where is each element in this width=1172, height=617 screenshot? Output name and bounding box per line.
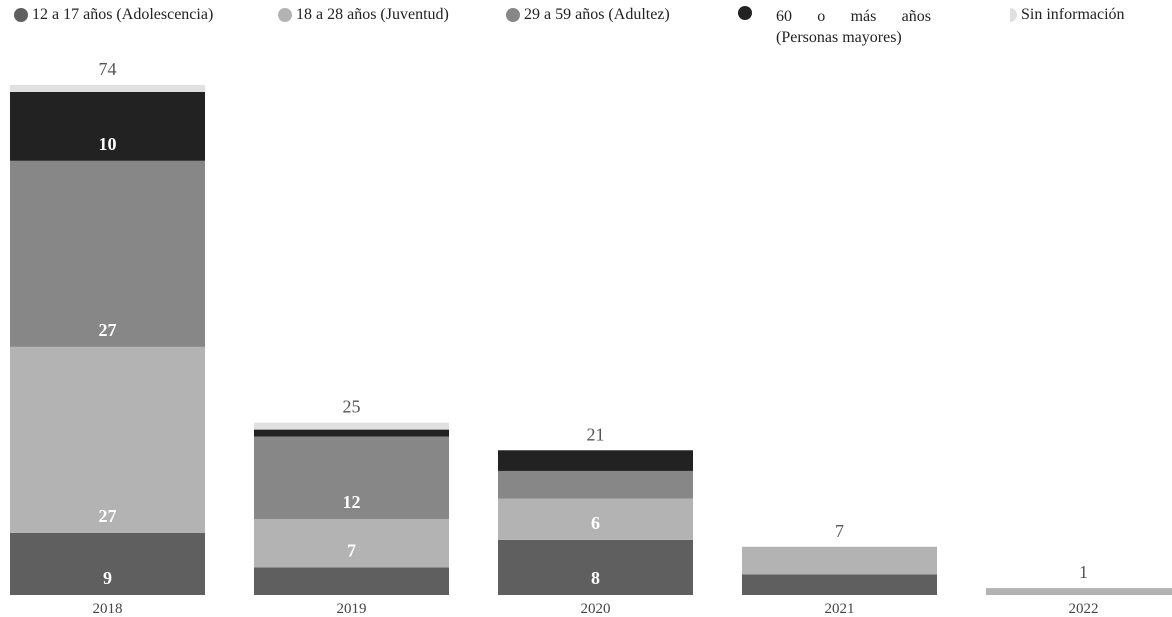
bar-segment-2019-18-a-28-anos-juventud xyxy=(254,519,449,568)
total-label-2021: 7 xyxy=(835,521,844,541)
total-label-2018: 74 xyxy=(99,59,117,79)
bar-segment-2019-60-o-mas-anos-personas-mayores xyxy=(254,429,449,437)
bar-segment-2019-29-a-59-anos-adultez xyxy=(254,436,449,520)
total-label-2019: 25 xyxy=(343,397,361,417)
data-label-2020-12-a-17-anos-adolescencia: 8 xyxy=(591,568,600,588)
x-tick-label-2019: 2019 xyxy=(337,601,367,617)
bar-segment-2019-sin-informacion xyxy=(254,422,449,430)
legend-label-juventud: 18 a 28 años (Juventud) xyxy=(296,6,449,23)
bar-segment-2020-18-a-28-anos-juventud xyxy=(498,498,693,540)
total-label-2020: 21 xyxy=(587,424,605,444)
legend-item-adolescencia: 12 a 17 años (Adolescencia) xyxy=(14,6,213,24)
chart-legend: 12 a 17 años (Adolescencia) 18 a 28 años… xyxy=(0,0,1172,62)
legend-swatch-juventud xyxy=(278,8,292,22)
data-label-2019-29-a-59-anos-adultez: 12 xyxy=(343,492,361,512)
legend-label-sin-informacion: Sin información xyxy=(1021,6,1125,23)
data-label-2020-18-a-28-anos-juventud: 6 xyxy=(591,513,600,533)
data-label-2018-60-o-mas-anos-personas-mayores: 10 xyxy=(99,134,117,154)
bar-segment-2021-12-a-17-anos-adolescencia xyxy=(742,574,937,595)
legend-swatch-adolescencia xyxy=(14,8,28,22)
bar-segment-2020-12-a-17-anos-adolescencia xyxy=(498,539,693,595)
x-tick-label-2022: 2022 xyxy=(1069,601,1099,617)
legend-label-adolescencia: 12 a 17 años (Adolescencia) xyxy=(32,6,214,23)
legend-item-personas-mayores-marker xyxy=(738,6,756,20)
legend-item-sin-informacion: Sin información xyxy=(1010,6,1125,24)
legend-item-adultez: 29 a 59 años (Adultez) xyxy=(506,6,670,24)
bar-segment-2019-12-a-17-anos-adolescencia xyxy=(254,567,449,595)
bar-segment-2018-sin-informacion xyxy=(10,85,205,92)
data-label-2019-18-a-28-anos-juventud: 7 xyxy=(347,540,356,560)
bar-segment-2020-29-a-59-anos-adultez xyxy=(498,470,693,499)
legend-swatch-personas-mayores xyxy=(738,6,752,20)
bar-segment-2018-18-a-28-anos-juventud xyxy=(10,346,205,533)
x-tick-label-2020: 2020 xyxy=(581,601,611,617)
x-tick-label-2018: 2018 xyxy=(93,601,123,617)
bar-segment-2018-12-a-17-anos-adolescencia xyxy=(10,532,205,595)
legend-label-personas-mayores: 60 o más años (Personas mayores) xyxy=(776,8,931,46)
bar-segment-2018-60-o-mas-anos-personas-mayores xyxy=(10,91,205,161)
legend-swatch-sin-informacion xyxy=(1010,8,1017,22)
legend-swatch-adultez xyxy=(506,8,520,22)
legend-item-juventud: 18 a 28 años (Juventud) xyxy=(278,6,449,24)
legend-label-adultez: 29 a 59 años (Adultez) xyxy=(524,6,670,23)
data-label-2018-12-a-17-anos-adolescencia: 9 xyxy=(103,568,112,588)
bar-segment-2020-60-o-mas-anos-personas-mayores xyxy=(498,450,693,471)
data-label-2018-18-a-28-anos-juventud: 27 xyxy=(99,506,117,526)
data-label-2018-29-a-59-anos-adultez: 27 xyxy=(99,320,117,340)
total-label-2022: 1 xyxy=(1079,562,1088,582)
bar-segment-2018-29-a-59-anos-adultez xyxy=(10,160,205,347)
bar-segment-2022-18-a-28-anos-juventud xyxy=(986,588,1172,595)
x-tick-label-2021: 2021 xyxy=(825,601,855,617)
bar-segment-2021-18-a-28-anos-juventud xyxy=(742,546,937,575)
